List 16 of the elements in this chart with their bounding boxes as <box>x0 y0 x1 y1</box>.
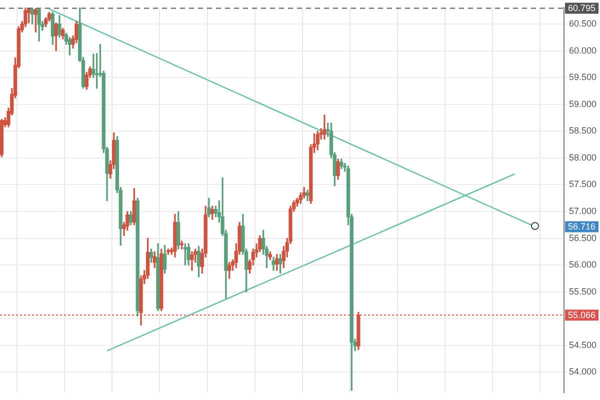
y-tick-label: 60.000 <box>569 45 597 56</box>
y-tick-label: 60.500 <box>569 18 597 28</box>
y-tick-label: 54.000 <box>569 366 597 377</box>
y-tick-label: 58.000 <box>569 152 597 162</box>
y-tick-label: 56.500 <box>569 232 597 243</box>
y-tick-label: 58.500 <box>569 126 597 136</box>
y-tick-label: 59.500 <box>569 72 597 82</box>
ref-line-label: 55.066 <box>568 310 596 320</box>
y-tick-label: 54.500 <box>569 340 597 350</box>
y-tick-label: 55.500 <box>569 286 597 296</box>
ref-line-label: 60.795 <box>568 3 596 14</box>
y-tick-label: 56.000 <box>569 260 597 270</box>
y-tick-label: 59.000 <box>569 98 597 109</box>
y-tick-label: 57.500 <box>569 179 597 190</box>
y-tick-label: 57.000 <box>569 206 597 216</box>
annotation: 56.716 <box>568 222 596 232</box>
